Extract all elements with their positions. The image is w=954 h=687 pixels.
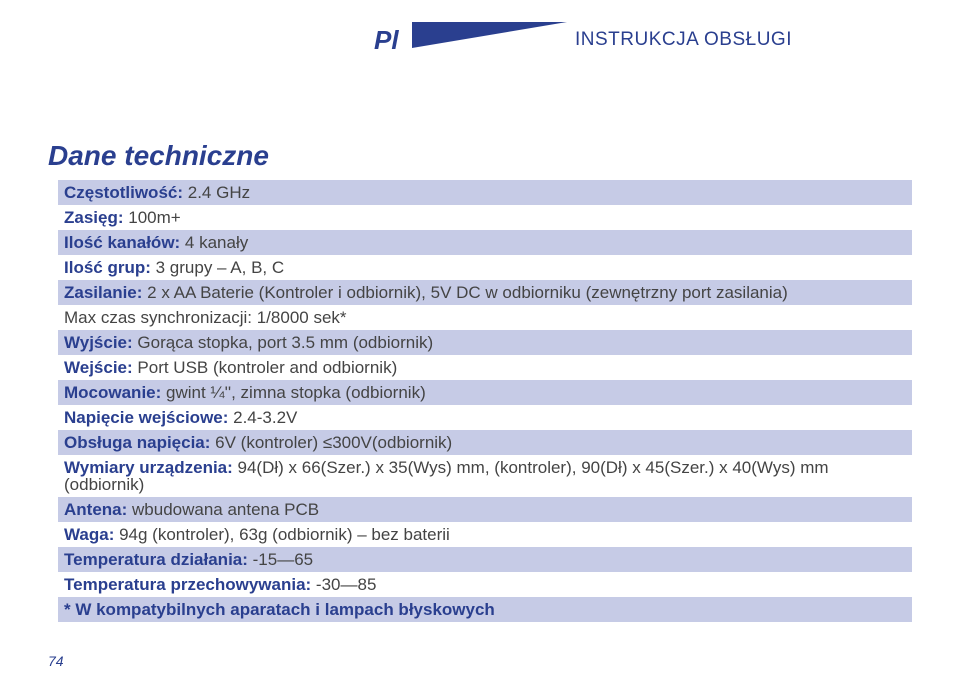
spec-label: Ilość grup: <box>64 258 151 277</box>
spec-row: Max czas synchronizacji: 1/8000 sek* <box>58 305 912 330</box>
language-badge: Pl <box>370 25 412 56</box>
spec-row: Wejście: Port USB (kontroler and odbiorn… <box>58 355 912 380</box>
spec-value: 2.4-3.2V <box>228 408 297 427</box>
spec-label: Napięcie wejściowe: <box>64 408 228 427</box>
spec-row: Wymiary urządzenia: 94(Dł) x 66(Szer.) x… <box>58 455 912 497</box>
spec-row: Temperatura działania: -15—65 <box>58 547 912 572</box>
spec-row: Temperatura przechowywania: -30—85 <box>58 572 912 597</box>
spec-row: Ilość grup: 3 grupy – A, B, C <box>58 255 912 280</box>
spec-value: 6V (kontroler) ≤300V(odbiornik) <box>210 433 452 452</box>
spec-value: Port USB (kontroler and odbiornik) <box>133 358 398 377</box>
spec-label: Waga: <box>64 525 114 544</box>
spec-value: 94g (kontroler), 63g (odbiornik) – bez b… <box>114 525 449 544</box>
spec-label: Zasilanie: <box>64 283 142 302</box>
spec-row: Ilość kanałów: 4 kanały <box>58 230 912 255</box>
section-title: Dane techniczne <box>48 140 269 172</box>
triangle-shape <box>412 22 567 48</box>
spec-value: Gorąca stopka, port 3.5 mm (odbiornik) <box>133 333 433 352</box>
manual-label: INSTRUKCJA OBSŁUGI <box>575 29 792 51</box>
spec-label: Temperatura działania: <box>64 550 248 569</box>
spec-value: -15—65 <box>248 550 313 569</box>
spec-row: Antena: wbudowana antena PCB <box>58 497 912 522</box>
page-header: Pl INSTRUKCJA OBSŁUGI <box>370 20 894 60</box>
spec-value: 2.4 GHz <box>183 183 250 202</box>
spec-row: Zasięg: 100m+ <box>58 205 912 230</box>
spec-label: Zasięg: <box>64 208 124 227</box>
page-number: 74 <box>48 653 64 669</box>
spec-label: Mocowanie: <box>64 383 161 402</box>
spec-label: Obsługa napięcia: <box>64 433 210 452</box>
spec-value: 3 grupy – A, B, C <box>151 258 284 277</box>
spec-row: Obsługa napięcia: 6V (kontroler) ≤300V(o… <box>58 430 912 455</box>
spec-label: Antena: <box>64 500 127 519</box>
spec-label: * W kompatybilnych aparatach i lampach b… <box>64 600 495 619</box>
spec-value: 4 kanały <box>180 233 248 252</box>
spec-row: Zasilanie: 2 x AA Baterie (Kontroler i o… <box>58 280 912 305</box>
spec-row: Waga: 94g (kontroler), 63g (odbiornik) –… <box>58 522 912 547</box>
spec-value: 100m+ <box>124 208 181 227</box>
spec-label: Częstotliwość: <box>64 183 183 202</box>
spec-value: 2 x AA Baterie (Kontroler i odbiornik), … <box>142 283 787 302</box>
spec-label: Temperatura przechowywania: <box>64 575 311 594</box>
spec-row: Wyjście: Gorąca stopka, port 3.5 mm (odb… <box>58 330 912 355</box>
spec-row: Napięcie wejściowe: 2.4-3.2V <box>58 405 912 430</box>
spec-label: Ilość kanałów: <box>64 233 180 252</box>
spec-table: Częstotliwość: 2.4 GHzZasięg: 100m+Ilość… <box>58 180 912 622</box>
spec-row: Częstotliwość: 2.4 GHz <box>58 180 912 205</box>
spec-label: Wejście: <box>64 358 133 377</box>
spec-value: Max czas synchronizacji: 1/8000 sek* <box>64 308 347 327</box>
spec-value: -30—85 <box>311 575 376 594</box>
spec-value: wbudowana antena PCB <box>127 500 319 519</box>
header-triangle-icon <box>412 20 567 60</box>
spec-value: gwint ¼'', zimna stopka (odbiornik) <box>161 383 425 402</box>
spec-row: Mocowanie: gwint ¼'', zimna stopka (odbi… <box>58 380 912 405</box>
spec-label: Wyjście: <box>64 333 133 352</box>
spec-row: * W kompatybilnych aparatach i lampach b… <box>58 597 912 622</box>
